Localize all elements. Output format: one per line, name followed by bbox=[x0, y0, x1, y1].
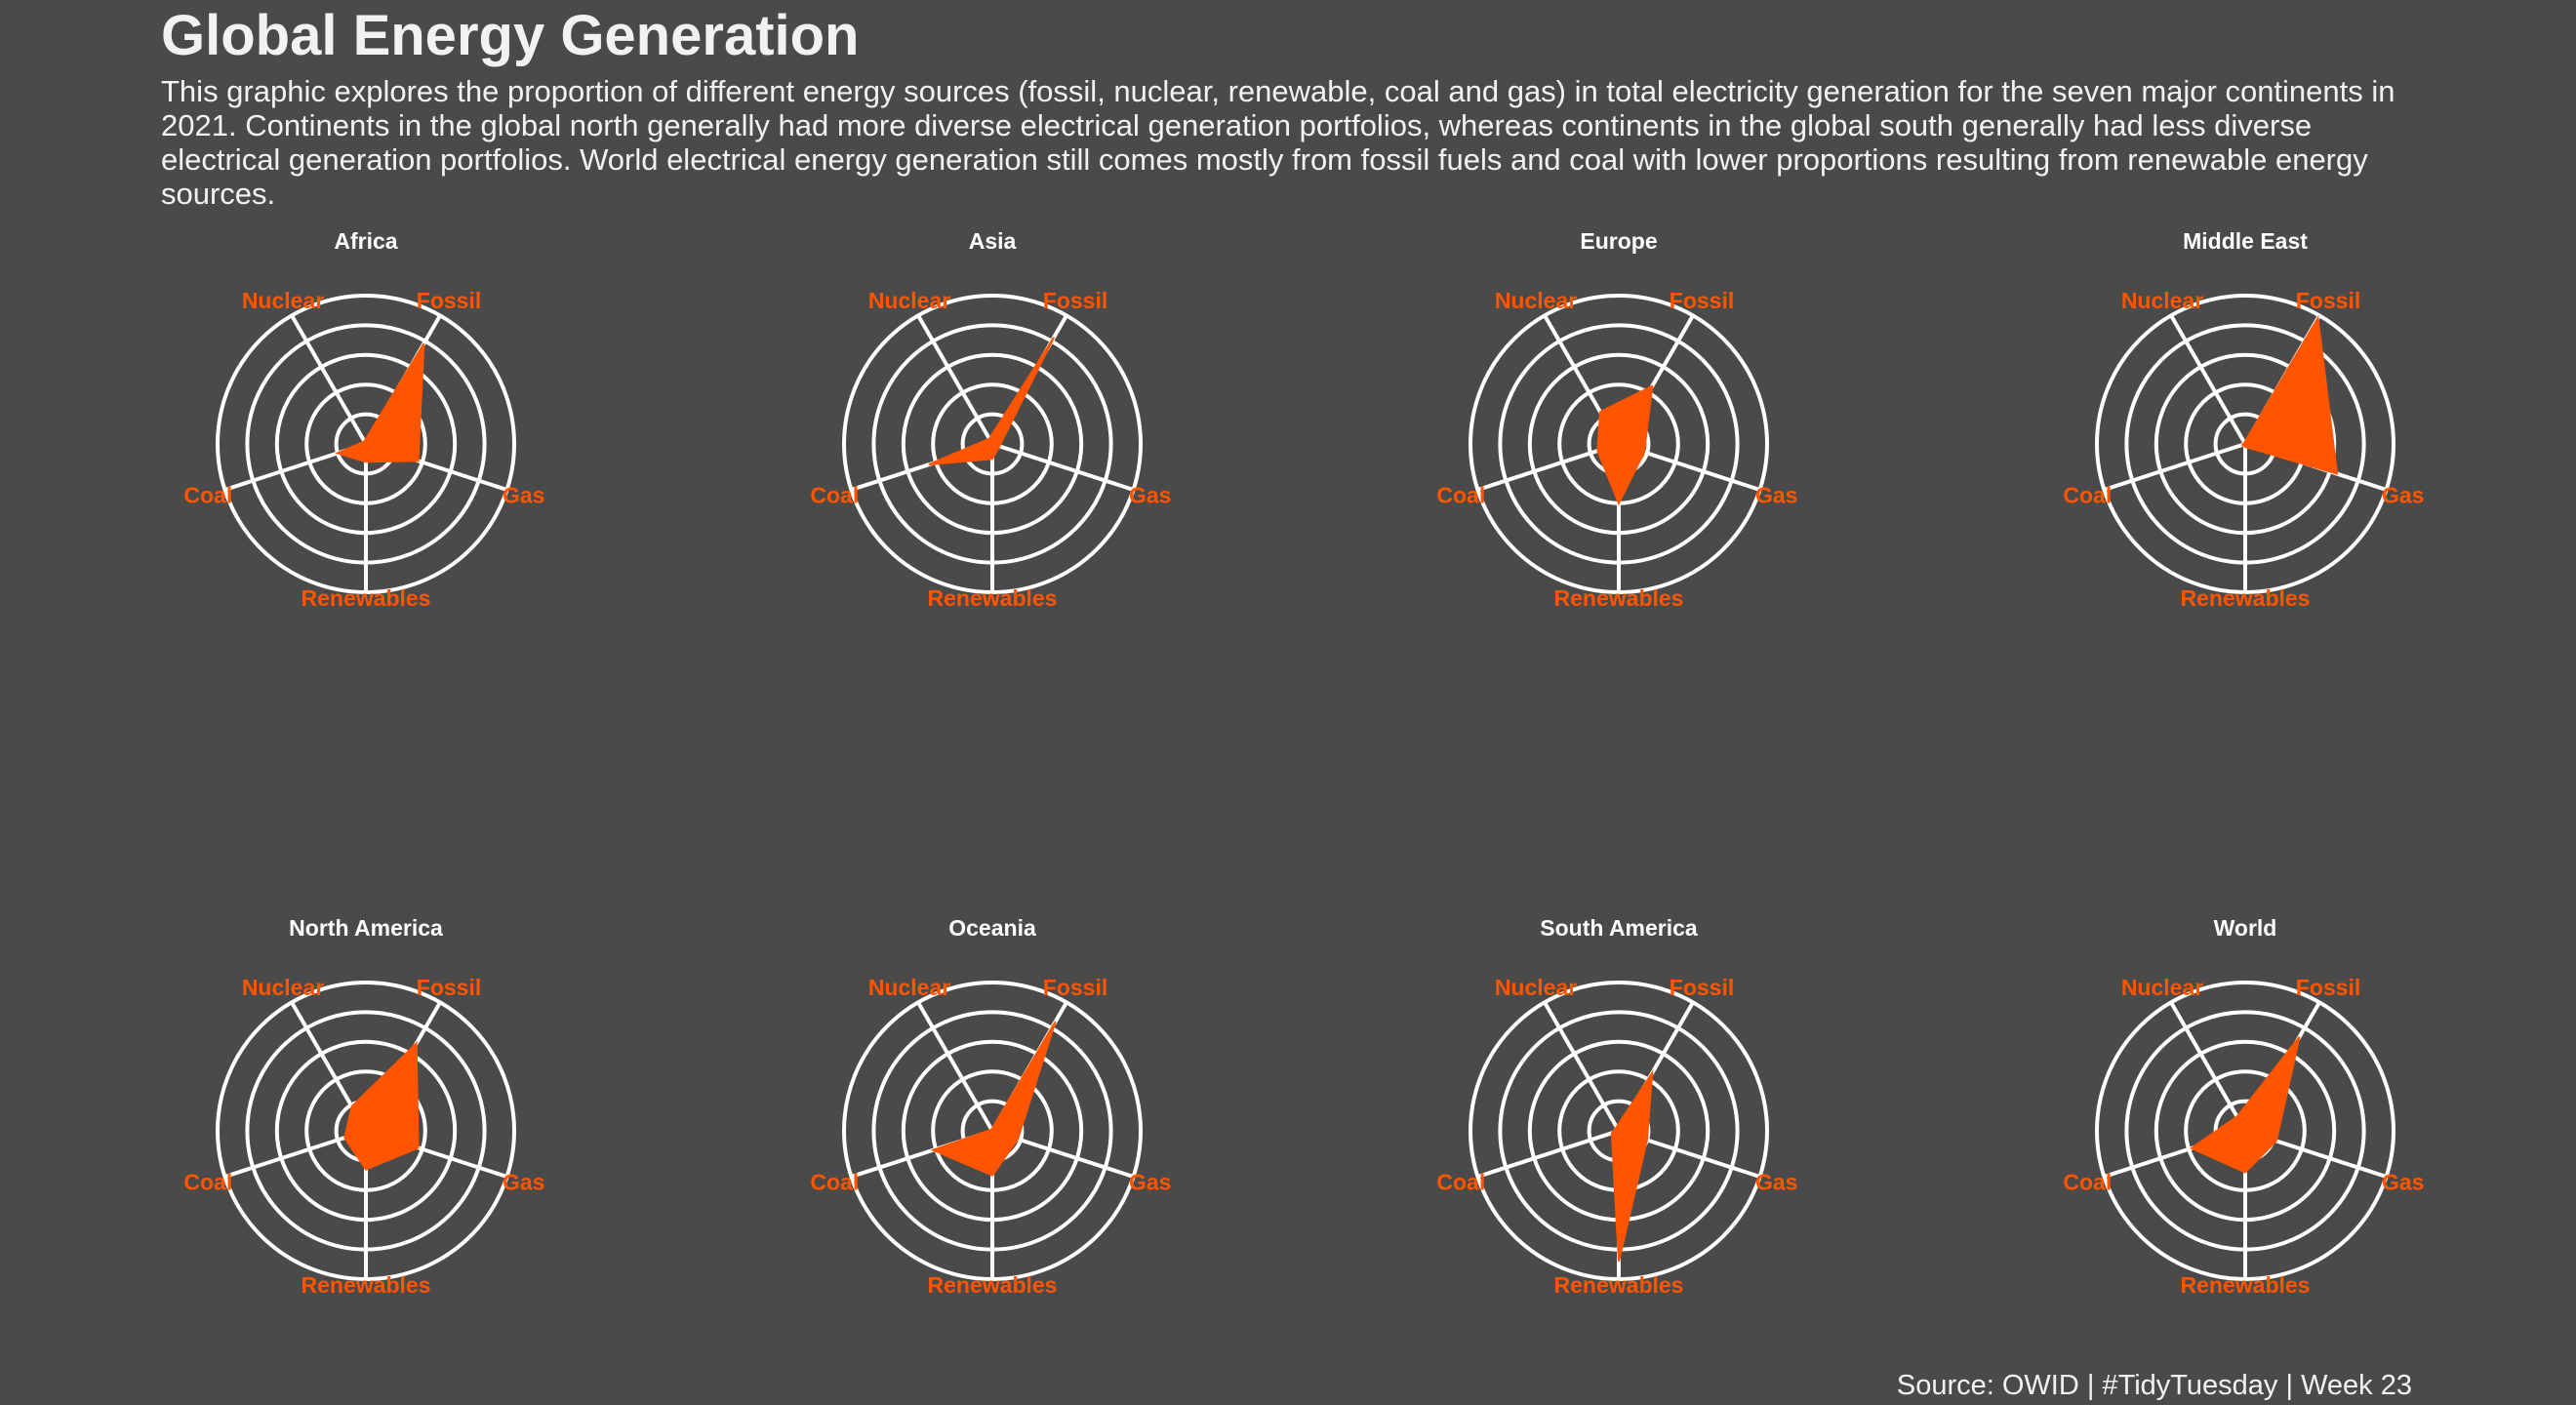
spoke-coal bbox=[1476, 1129, 1620, 1179]
radar-area-middle-east bbox=[2240, 314, 2339, 475]
radar-panel-africa: Africa Fossil Gas Renewables Coal Nuclear bbox=[183, 228, 544, 611]
radar-panel-oceania: Oceania Fossil Gas Renewables Coal Nuclear bbox=[810, 915, 1171, 1298]
spoke-nuclear bbox=[916, 314, 994, 446]
axis-label-fossil: Fossil bbox=[417, 975, 481, 1000]
axis-label-coal: Coal bbox=[2063, 1170, 2112, 1195]
spoke-nuclear bbox=[916, 1001, 994, 1133]
axis-label-renewables: Renewables bbox=[1554, 585, 1684, 611]
axis-label-gas: Gas bbox=[1755, 483, 1797, 508]
axis-label-gas: Gas bbox=[1755, 1170, 1797, 1195]
axis-label-gas: Gas bbox=[1129, 1170, 1171, 1195]
radar-panel-europe: Europe Fossil Gas Renewables Coal Nuclear bbox=[1436, 228, 1797, 611]
axis-label-coal: Coal bbox=[183, 483, 232, 508]
axis-label-fossil: Fossil bbox=[417, 288, 481, 313]
axis-label-gas: Gas bbox=[2382, 1170, 2424, 1195]
spoke-nuclear bbox=[2169, 314, 2247, 446]
axis-label-fossil: Fossil bbox=[2296, 975, 2360, 1000]
axis-label-fossil: Fossil bbox=[1670, 288, 1734, 313]
panel-title-middle-east: Middle East bbox=[2183, 228, 2308, 254]
radar-area-world bbox=[2190, 1036, 2301, 1174]
axis-label-gas: Gas bbox=[2382, 483, 2424, 508]
axis-label-nuclear: Nuclear bbox=[2121, 975, 2203, 1000]
page-title: Global Energy Generation bbox=[161, 4, 860, 67]
axis-label-renewables: Renewables bbox=[1554, 1272, 1684, 1298]
spoke-nuclear bbox=[2169, 1001, 2247, 1133]
radar-panel-asia: Asia Fossil Gas Renewables Coal Nuclear bbox=[810, 228, 1171, 611]
spoke-nuclear bbox=[290, 314, 368, 446]
axis-label-fossil: Fossil bbox=[1043, 288, 1107, 313]
spoke-coal bbox=[2103, 442, 2246, 492]
axis-label-fossil: Fossil bbox=[1670, 975, 1734, 1000]
panel-title-south-america: South America bbox=[1540, 915, 1698, 941]
spoke-coal bbox=[223, 1129, 367, 1179]
spoke-nuclear bbox=[1543, 1001, 1621, 1133]
axis-label-nuclear: Nuclear bbox=[242, 288, 324, 313]
axis-label-fossil: Fossil bbox=[2296, 288, 2360, 313]
axis-label-nuclear: Nuclear bbox=[242, 975, 324, 1000]
axis-label-renewables: Renewables bbox=[928, 1272, 1058, 1298]
radar-area-oceania bbox=[930, 1021, 1057, 1177]
radar-area-north-america bbox=[343, 1041, 420, 1171]
axis-label-nuclear: Nuclear bbox=[1495, 975, 1577, 1000]
axis-label-renewables: Renewables bbox=[928, 585, 1058, 611]
panel-title-world: World bbox=[2214, 915, 2277, 941]
spoke-coal bbox=[1476, 442, 1620, 492]
axis-label-coal: Coal bbox=[810, 483, 859, 508]
source-caption: Source: OWID | #TidyTuesday | Week 23 bbox=[1896, 1370, 2412, 1401]
axis-label-coal: Coal bbox=[1436, 1170, 1485, 1195]
axis-label-gas: Gas bbox=[503, 483, 544, 508]
axis-label-gas: Gas bbox=[1129, 483, 1171, 508]
radar-area-europe bbox=[1596, 384, 1654, 506]
page-subtitle: This graphic explores the proportion of … bbox=[161, 74, 2395, 211]
axis-label-nuclear: Nuclear bbox=[1495, 288, 1577, 313]
radar-area-africa bbox=[335, 342, 425, 463]
radar-panel-north-america: North America Fossil Gas Renewables Coal Nucl… bbox=[183, 915, 544, 1298]
panel-title-europe: Europe bbox=[1580, 228, 1657, 254]
axis-label-coal: Coal bbox=[810, 1170, 859, 1195]
axis-label-renewables: Renewables bbox=[302, 1272, 431, 1298]
panel-title-north-america: North America bbox=[289, 915, 443, 941]
axis-label-nuclear: Nuclear bbox=[2121, 288, 2203, 313]
radar-panel-south-america: South America Fossil Gas Renewables Coal Nucl… bbox=[1436, 915, 1797, 1298]
axis-label-coal: Coal bbox=[1436, 483, 1485, 508]
axis-label-renewables: Renewables bbox=[2181, 1272, 2311, 1298]
axis-label-fossil: Fossil bbox=[1043, 975, 1107, 1000]
axis-label-renewables: Renewables bbox=[2181, 585, 2311, 611]
radar-area-south-america bbox=[1610, 1069, 1654, 1263]
axis-label-renewables: Renewables bbox=[302, 585, 431, 611]
axis-label-gas: Gas bbox=[503, 1170, 544, 1195]
panel-title-asia: Asia bbox=[969, 228, 1017, 254]
radar-area-asia bbox=[928, 337, 1055, 466]
axis-label-coal: Coal bbox=[2063, 483, 2112, 508]
radar-panel-world: World Fossil Gas Renewables Coal Nuclear bbox=[2063, 915, 2424, 1298]
panel-title-africa: Africa bbox=[334, 228, 397, 254]
axis-label-nuclear: Nuclear bbox=[868, 975, 950, 1000]
spoke-gas bbox=[991, 442, 1135, 492]
radar-panel-middle-east: Middle East Fossil Gas Renewables Coal Nuclea… bbox=[2063, 228, 2424, 611]
panel-title-oceania: Oceania bbox=[948, 915, 1036, 941]
axis-label-nuclear: Nuclear bbox=[868, 288, 950, 313]
axis-label-coal: Coal bbox=[183, 1170, 232, 1195]
